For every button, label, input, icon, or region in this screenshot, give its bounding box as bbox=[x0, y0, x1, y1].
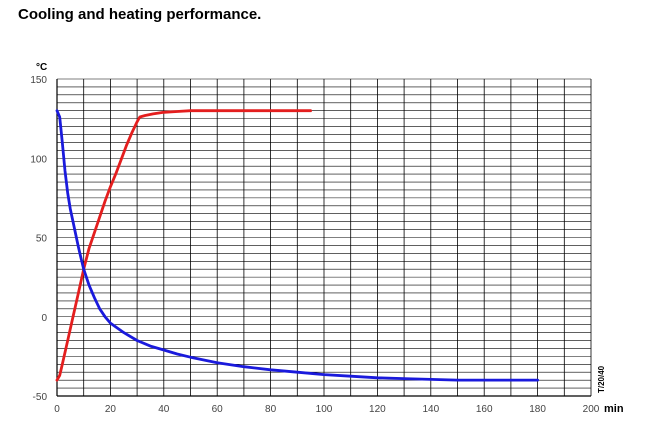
cooling-curve bbox=[55, 109, 539, 382]
x-tick-label: 200 bbox=[583, 404, 600, 415]
figure-annotation: T/20/40 bbox=[597, 365, 606, 393]
y-axis-label: °C bbox=[36, 62, 47, 73]
x-tick-label: 80 bbox=[265, 404, 277, 415]
series-layer bbox=[55, 109, 539, 382]
x-tick-label: 60 bbox=[212, 404, 224, 415]
x-tick-label: 120 bbox=[369, 404, 386, 415]
heating-curve bbox=[55, 109, 313, 382]
x-tick-label: 180 bbox=[529, 404, 546, 415]
x-tick-label: 160 bbox=[476, 404, 493, 415]
label-layer: 0 20 40 60 80 100 120 140 160 180 200 -50 0 50 100 150 °… bbox=[30, 62, 624, 415]
x-tick-label: 20 bbox=[105, 404, 117, 415]
x-tick-label: 140 bbox=[422, 404, 439, 415]
y-tick-label: -50 bbox=[33, 392, 48, 403]
y-tick-label: 50 bbox=[36, 234, 48, 245]
y-tick-label: 100 bbox=[30, 154, 47, 165]
x-tick-label: 40 bbox=[158, 404, 170, 415]
x-tick-label: 100 bbox=[316, 404, 333, 415]
x-tick-label: 0 bbox=[54, 404, 60, 415]
axis-layer bbox=[56, 79, 591, 397]
x-axis-label: min bbox=[604, 403, 624, 415]
y-tick-label: 0 bbox=[41, 313, 47, 324]
y-tick-label: 150 bbox=[30, 75, 47, 86]
chart-title: Cooling and heating performance. bbox=[18, 6, 262, 23]
grid-layer bbox=[56, 78, 592, 397]
